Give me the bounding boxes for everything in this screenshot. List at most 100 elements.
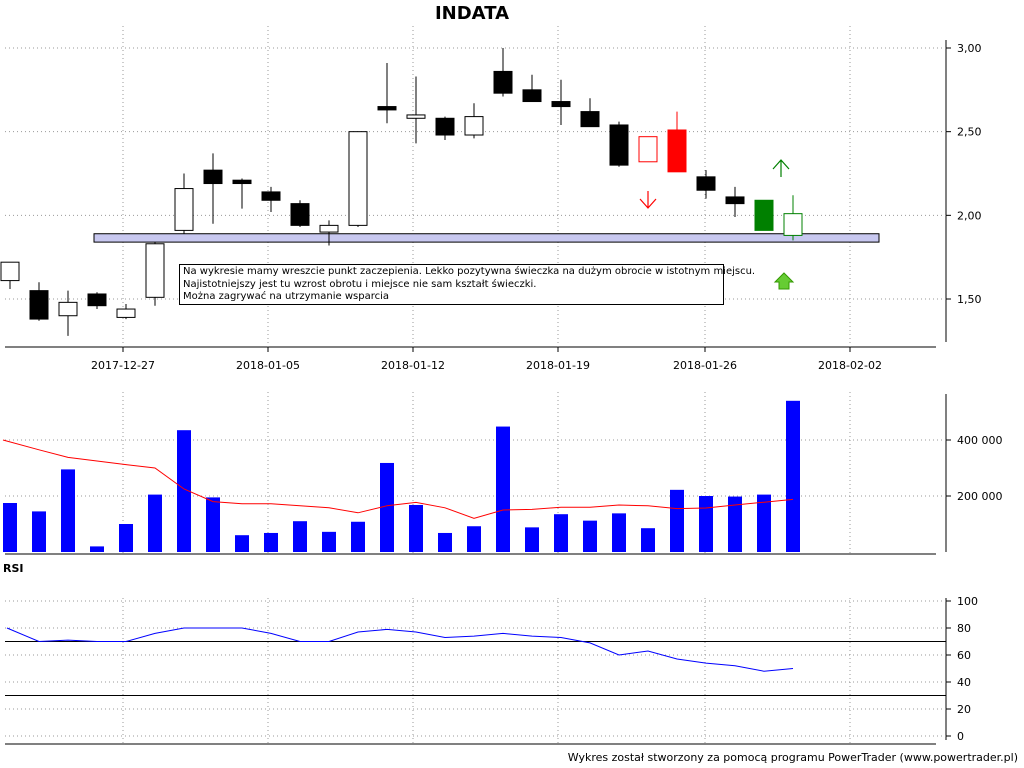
price-x-tick-label: 2018-01-05: [236, 359, 300, 372]
volume-bar: [409, 504, 423, 552]
rsi-reference-lines: [5, 641, 946, 696]
candle-body: [754, 199, 774, 231]
volume-moving-average-line: [2, 439, 794, 519]
candle-body: [406, 114, 426, 119]
annotation-line-1: Na wykresie mamy wreszcie punkt zaczepie…: [183, 266, 756, 277]
price-y-tick-label: 3,00: [957, 42, 982, 55]
candle-body: [464, 116, 484, 136]
volume-bar: [119, 524, 133, 552]
candles: [0, 48, 803, 336]
rsi-y-tick-label: 80: [957, 622, 971, 635]
candle-body: [232, 179, 252, 185]
candle-body: [435, 117, 455, 136]
candle-body: [58, 301, 78, 317]
volume-bar: [554, 514, 568, 552]
volume-bar: [322, 531, 336, 552]
price-x-tick-label: 2018-02-02: [818, 359, 882, 372]
volume-bar: [728, 496, 742, 552]
volume-bar: [61, 469, 75, 552]
candle-body: [145, 243, 165, 298]
chart-title: INDATA: [435, 3, 509, 24]
candle-body: [522, 89, 542, 103]
rsi-panel: RSI 0 20 40 60 80 100: [3, 562, 978, 745]
rsi-line: [6, 627, 794, 672]
candle-body: [0, 261, 20, 282]
volume-y-ticks: 200 000 400 000: [946, 434, 1003, 503]
candle-body: [290, 203, 310, 226]
candle-body: [29, 290, 49, 320]
price-x-tick-label: 2018-01-19: [526, 359, 590, 372]
volume-bar: [32, 511, 46, 552]
volume-bar: [235, 535, 249, 552]
support-band: [93, 233, 880, 243]
rsi-y-tick-label: 20: [957, 703, 971, 716]
price-y-tick-label: 2,50: [957, 126, 982, 139]
price-x-tick-label: 2017-12-27: [91, 359, 155, 372]
candle-body: [261, 191, 281, 201]
price-y-tick-label: 1,50: [957, 293, 982, 306]
volume-bar: [148, 494, 162, 552]
rsi-y-tick-label: 40: [957, 676, 971, 689]
volume-y-tick-label: 200 000: [957, 490, 1003, 503]
volume-bar: [699, 496, 713, 552]
candle-body: [87, 293, 107, 307]
candle-body: [377, 106, 397, 111]
price-x-ticks: 2017-12-27 2018-01-05 2018-01-12 2018-01-19…: [91, 347, 882, 372]
price-y-tick-label: 2,00: [957, 209, 982, 222]
volume-bar: [206, 497, 220, 552]
annotation-line-2: Najistotniejszy jest tu wzrost obrotu i …: [183, 278, 537, 290]
rsi-title: RSI: [3, 562, 24, 575]
price-panel: 1,502,002,503,00 2017-12-27 2018-01-05 201…: [0, 26, 982, 372]
volume-bar: [583, 520, 597, 552]
candle-body: [609, 124, 629, 166]
candle-body: [580, 111, 600, 128]
volume-bar: [351, 521, 365, 552]
candle-body: [783, 213, 803, 236]
volume-bar: [525, 527, 539, 552]
candle-body: [116, 308, 136, 318]
volume-bar: [293, 521, 307, 552]
rsi-y-tick-label: 100: [957, 595, 978, 608]
annotation-box: Na wykresie mamy wreszcie punkt zaczepie…: [179, 264, 756, 305]
candle-body: [493, 70, 513, 94]
rsi-y-ticks: 0 20 40 60 80 100: [946, 595, 978, 743]
footer-credit: Wykres został stworzony za pomocą progra…: [567, 751, 1018, 764]
candle-body: [667, 129, 687, 173]
candle-body: [319, 224, 339, 233]
annotation-line-3: Można zagrywać na utrzymanie wsparcia: [183, 291, 390, 302]
buy-arrow-icon: [772, 159, 790, 177]
candle-body: [203, 169, 223, 185]
volume-bar: [467, 526, 481, 552]
buy-marker-icon: [773, 272, 795, 290]
candle-body: [638, 136, 658, 163]
rsi-y-tick-label: 60: [957, 649, 971, 662]
volume-panel: 200 000 400 000: [2, 392, 1003, 555]
volume-bar: [496, 426, 510, 552]
candle-body: [696, 176, 716, 191]
volume-bar: [786, 400, 800, 552]
volume-bar: [670, 489, 684, 552]
rsi-y-tick-label: 0: [957, 730, 964, 743]
volume-y-tick-label: 400 000: [957, 434, 1003, 447]
volume-bar: [177, 430, 191, 552]
candle-body: [551, 101, 571, 108]
volume-bar: [90, 546, 104, 552]
candle-body: [348, 131, 368, 226]
price-x-tick-label: 2018-01-12: [381, 359, 445, 372]
volume-bars: [3, 400, 800, 552]
volume-bar: [612, 513, 626, 552]
volume-bar: [438, 532, 452, 552]
volume-bar: [264, 532, 278, 552]
volume-bar: [380, 462, 394, 552]
volume-bar: [3, 503, 17, 552]
price-x-tick-label: 2018-01-26: [673, 359, 737, 372]
price-y-ticks: 1,50 2,00 2,50 3,00: [946, 42, 982, 306]
volume-bar: [641, 528, 655, 552]
candle-body: [174, 188, 194, 231]
volume-bar: [757, 494, 771, 552]
sell-arrow-icon: [639, 191, 657, 209]
signals: [639, 159, 795, 290]
rsi-grid: [5, 598, 946, 744]
candle-body: [725, 196, 745, 205]
